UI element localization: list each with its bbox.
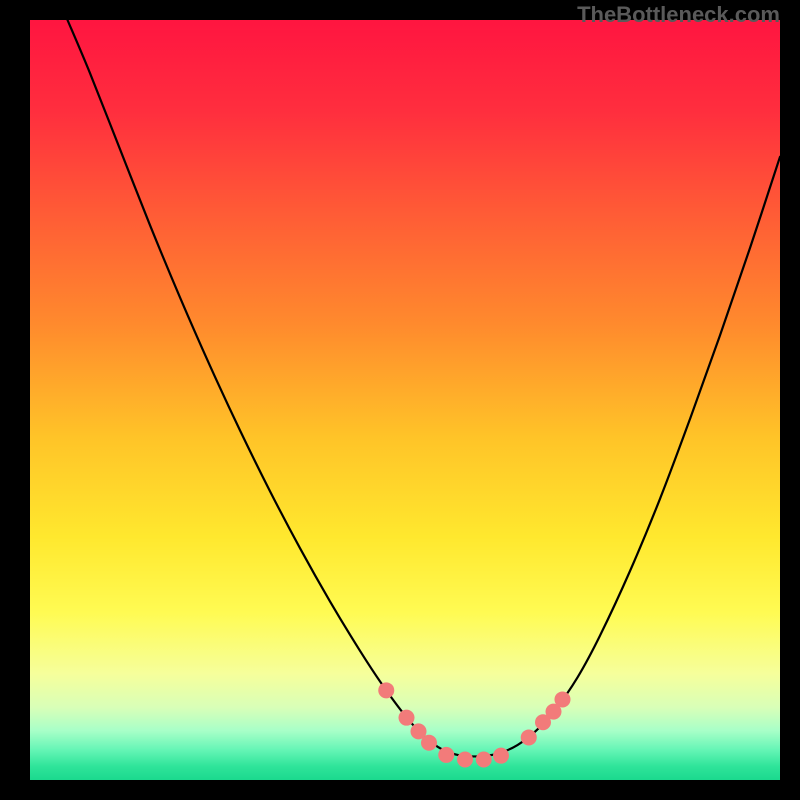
- marker-dot: [378, 682, 394, 698]
- marker-dot: [399, 710, 415, 726]
- chart-stage: TheBottleneck.com: [0, 0, 800, 800]
- marker-dot: [555, 691, 571, 707]
- curve-left: [68, 20, 481, 756]
- marker-dot: [521, 729, 537, 745]
- marker-dot: [493, 748, 509, 764]
- marker-dot: [476, 751, 492, 767]
- watermark-text: TheBottleneck.com: [577, 2, 780, 28]
- marker-dot: [457, 751, 473, 767]
- chart-svg: [0, 0, 800, 800]
- marker-dot: [438, 747, 454, 763]
- marker-dot: [421, 735, 437, 751]
- curve-right: [480, 157, 780, 757]
